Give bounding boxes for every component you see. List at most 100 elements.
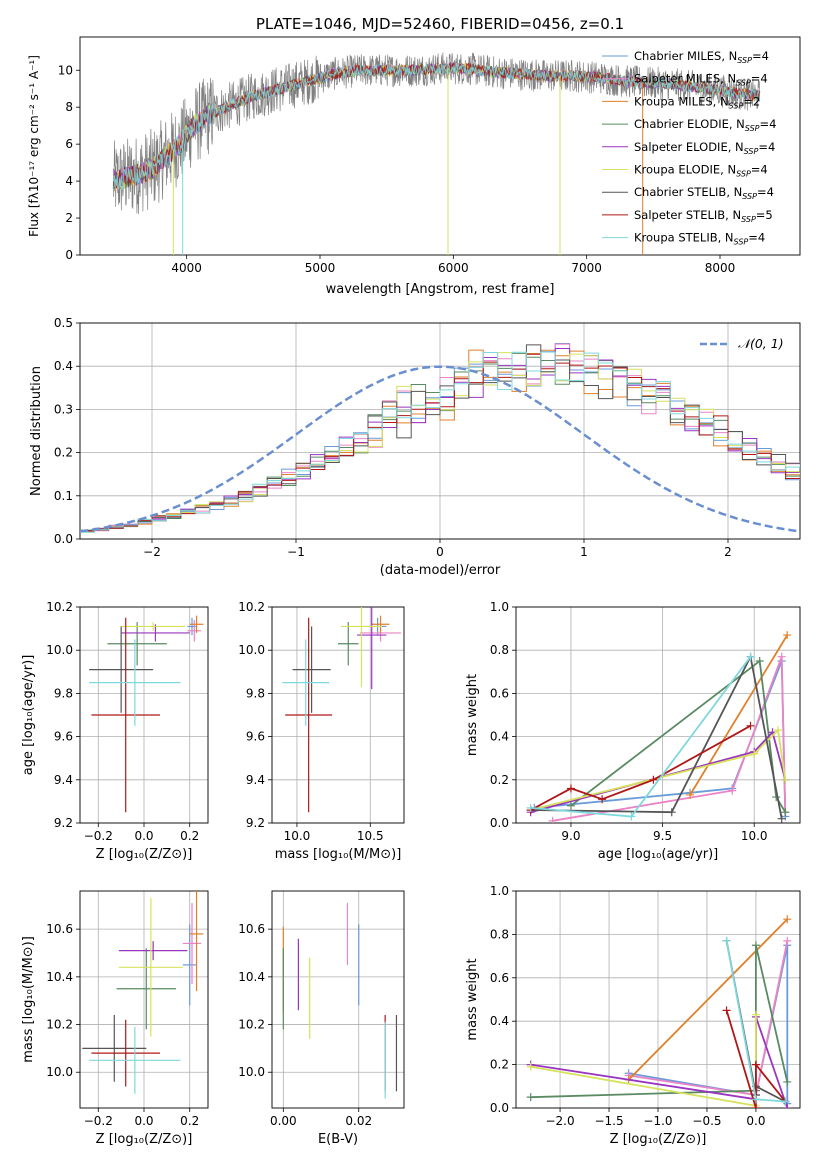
x-axis-label: E(B-V) [318,1132,358,1147]
errorbar-kroupa-miles [371,615,390,633]
x-tick-label: 0.00 [270,1114,297,1128]
weight-marker [783,1104,792,1108]
weight-line-salpeter-stelib [725,1010,787,1108]
weight-marker [526,1093,535,1102]
y-tick-label: 8 [65,100,73,114]
weight-marker [783,631,792,640]
y-tick-label: 0.4 [490,1014,509,1028]
weight-line-salpeter-miles [552,656,787,822]
weight-marker [746,721,755,730]
y-tick-label: 10.0 [238,1065,265,1079]
errorbar-chabrier-stelib [82,1015,147,1082]
weight-plot-area [526,915,792,1108]
axes-frame [515,890,801,1109]
x-axis-label: Z [log₁₀(Z/Z⊙)] [96,847,193,862]
y-axis-label: mass weight [465,958,480,1040]
x-tick-label: 2 [724,545,732,559]
y-tick-label: 9.8 [54,686,73,700]
errorbar-kroupa-elodie [118,898,183,1037]
weight-marker [728,786,737,795]
x-tick-label: 1 [580,545,588,559]
weight-marker [751,1060,760,1069]
legend-label-salpeter-elodie: Salpeter ELODIE, NSSP=4 [634,140,775,156]
errorbar-chabrier-miles [182,924,197,1006]
x-tick-label: 0.0 [134,829,153,843]
weight-marker [777,814,786,823]
y-tick-label: 10.6 [46,922,73,936]
weight-marker [781,775,790,784]
x-tick-label: 0 [436,545,444,559]
y-axis-label: mass weight [465,674,480,756]
legend-label-kroupa-elodie: Kroupa ELODIE, NSSP=4 [634,163,768,179]
y-tick-label: 0.6 [490,686,509,700]
weight-marker [783,1077,792,1086]
weight-marker [751,1104,760,1108]
y-tick-label: 10.2 [238,600,265,614]
legend-label-chabrier-miles: Chabrier MILES, NSSP=4 [634,49,769,65]
y-tick-label: 2 [65,211,73,225]
y-tick-label: 10.0 [46,643,73,657]
x-axis-label: Z [log₁₀(Z/Z⊙)] [610,1132,707,1147]
errorbar-kroupa-elodie [340,607,382,687]
y-tick-label: 10.2 [46,1018,73,1032]
weight-line-kroupa-elodie [530,728,787,811]
errorbar-kroupa-stelib [89,639,181,726]
weight-marker [667,808,676,817]
y-tick-label: 10.0 [238,643,265,657]
residual-plot-area [80,342,800,533]
errorbar-kroupa-stelib [89,1026,181,1094]
errorbar-chabrier-miles [187,617,197,636]
legend: Chabrier MILES, NSSP=4 Salpeter MILES, NS… [602,49,776,247]
weight-marker [526,1062,535,1071]
spectrum-plot-area [112,52,761,255]
age-vs-metallicity-panel: −0.2 0.0 0.2 9.2 9.4 9.6 9.8 10.0 10.2 Z [log₁₀(Z… [21,600,209,862]
axes-frame [515,606,801,824]
y-tick-label: 9.6 [54,730,73,744]
y-tick-label: 4 [65,174,73,188]
weight-plot-area [526,631,792,823]
weight-vs-age-panel: 9.0 9.5 10.0 0.0 0.2 0.4 0.6 0.8 1.0 age [log₁₀(a… [465,600,801,862]
axes-frame [79,36,801,256]
y-tick-label: 0.0 [54,532,73,546]
x-axis-label: Z [log₁₀(Z/Z⊙)] [96,1132,193,1147]
residuals-panel: −2 −1 0 1 2 0.0 0.1 0.2 0.3 0.4 0.5 (data-model)/er… [29,316,801,578]
x-tick-label: 0.0 [134,1114,153,1128]
y-tick-label: 0.0 [490,1101,509,1115]
y-tick-label: 1.0 [490,884,509,898]
y-tick-label: 6 [65,137,73,151]
weight-marker [598,795,607,804]
y-axis-label: age [log₁₀(age/yr)] [21,655,36,776]
y-tick-label: 9.6 [246,730,265,744]
spectrum-panel: 4000 5000 6000 7000 8000 0 2 4 6 8 10 wavelength [A… [27,36,801,297]
x-tick-label: 5000 [305,261,336,275]
weight-marker [548,816,557,823]
legend-label-chabrier-elodie: Chabrier ELODIE, NSSP=4 [634,117,776,133]
histogram-chabrier-stelib [80,344,800,532]
weight-line-salpeter-miles [628,940,789,1097]
y-tick-label: 0.0 [490,816,509,830]
y-tick-label: 0.4 [490,730,509,744]
model-line-kroupa-stelib [112,62,761,191]
weight-marker [781,1097,790,1106]
weight-marker [566,784,575,793]
errorbar-salpeter-elodie [118,941,188,961]
x-tick-label: −0.5 [692,1114,721,1128]
axes-frame [271,606,405,824]
y-tick-label: 0 [65,248,73,262]
errorbar-salpeter-miles [187,619,202,642]
errorbar-chabrier-elodie [116,948,176,1030]
weight-marker [751,941,760,950]
errorbar-salpeter-stelib [91,1019,160,1087]
residual-legend: 𝒩(0, 1) [700,336,784,351]
weight-marker [774,726,783,735]
y-tick-label: 10.4 [46,970,73,984]
histogram-chabrier-miles [80,342,800,532]
x-tick-label: 8000 [705,261,736,275]
y-axis-label: mass [log₁₀(M/M⊙)] [21,936,36,1063]
x-tick-label: −2.0 [545,1114,574,1128]
weight-marker [627,812,636,821]
figure-title: PLATE=1046, MJD=52460, FIBERID=0456, z=0… [256,15,624,33]
weight-marker [751,1010,760,1019]
errorbar-chabrier-stelib [292,626,331,713]
histogram-kroupa-elodie [80,352,800,533]
